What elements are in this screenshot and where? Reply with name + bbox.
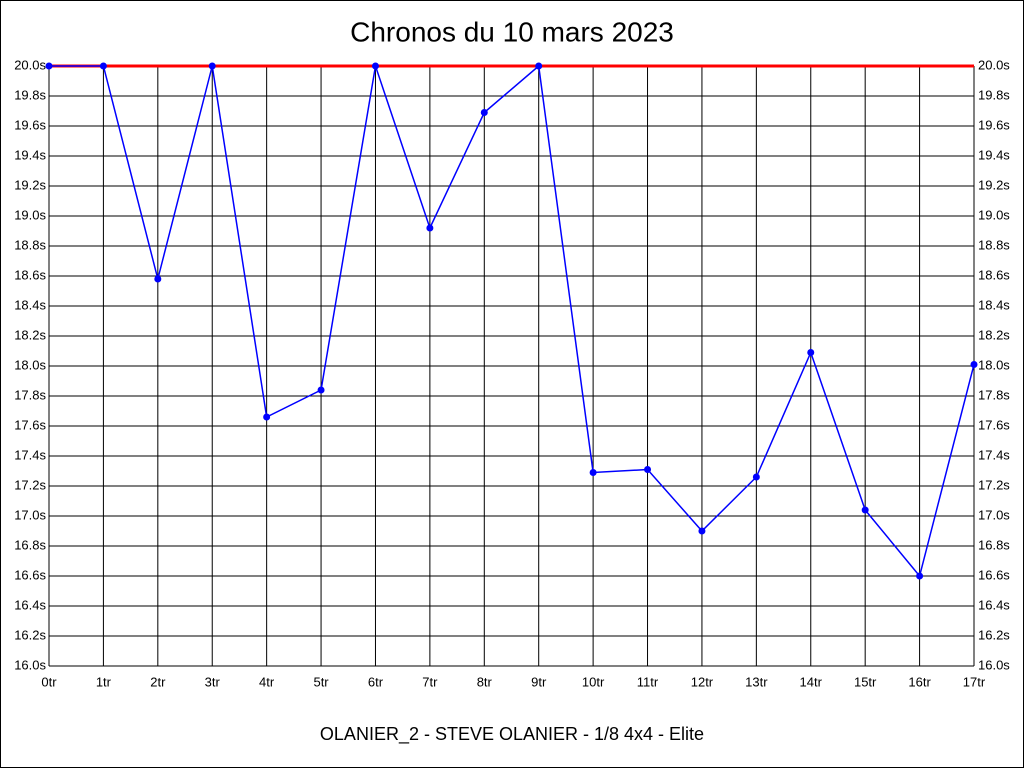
y-tick-label: 19.2s	[14, 177, 46, 192]
x-tick-label: 14tr	[800, 674, 823, 689]
data-point	[45, 62, 53, 70]
y-tick-label: 20.0s	[14, 57, 46, 72]
data-point	[861, 506, 869, 514]
x-tick-label: 7tr	[422, 674, 438, 689]
data-point	[317, 386, 325, 394]
y2-tick-label: 18.2s	[978, 327, 1010, 342]
y-tick-label: 19.4s	[14, 147, 46, 162]
y-tick-label: 16.8s	[14, 537, 46, 552]
y-tick-label: 16.6s	[14, 567, 46, 582]
x-tick-label: 9tr	[531, 674, 547, 689]
y2-tick-label: 18.0s	[978, 357, 1010, 372]
data-point	[970, 361, 978, 368]
y-tick-label: 17.4s	[14, 447, 46, 462]
x-tick-label: 12tr	[691, 674, 714, 689]
data-point	[99, 62, 107, 70]
data-point	[535, 62, 543, 70]
x-tick-label: 15tr	[854, 674, 877, 689]
data-point	[480, 109, 488, 116]
x-tick-label: 5tr	[313, 674, 329, 689]
data-point	[426, 224, 434, 232]
x-tick-label: 8tr	[477, 674, 493, 689]
data-point	[154, 275, 162, 283]
y2-tick-label: 18.8s	[978, 237, 1010, 252]
data-point	[807, 349, 815, 356]
y-tick-label: 16.2s	[14, 627, 46, 642]
y2-tick-label: 19.0s	[978, 207, 1010, 222]
y-tick-label: 16.4s	[14, 597, 46, 612]
data-line	[49, 64, 975, 578]
data-point	[644, 466, 652, 473]
y-tick-label: 19.8s	[14, 87, 46, 102]
y2-tick-label: 16.6s	[978, 567, 1010, 582]
y2-tick-label: 17.4s	[978, 447, 1010, 462]
chart-title: Chronos du 10 mars 2023	[350, 16, 674, 47]
y-tick-label: 17.8s	[14, 387, 46, 402]
data-point	[208, 62, 216, 70]
x-tick-label: 6tr	[368, 674, 384, 689]
data-point	[589, 469, 597, 476]
data-point	[752, 473, 760, 481]
y2-tick-label: 17.6s	[978, 417, 1010, 432]
y2-tick-label: 19.6s	[978, 117, 1010, 132]
y-tick-label: 18.6s	[14, 267, 46, 282]
x-tick-label: 2tr	[150, 674, 166, 689]
y-tick-label: 17.2s	[14, 477, 46, 492]
x-tick-label: 0tr	[41, 674, 57, 689]
y2-tick-label: 16.4s	[978, 597, 1010, 612]
data-point	[698, 527, 706, 535]
y2-tick-label: 19.8s	[978, 87, 1010, 102]
x-tick-label: 11tr	[637, 674, 659, 689]
y2-tick-label: 18.4s	[978, 297, 1010, 312]
data-point	[916, 572, 924, 580]
y-tick-label: 17.0s	[14, 507, 46, 522]
y2-tick-label: 16.8s	[978, 537, 1010, 552]
y2-tick-label: 16.2s	[978, 627, 1010, 642]
y-tick-label: 18.4s	[14, 297, 46, 312]
x-tick-label: 13tr	[745, 674, 768, 689]
y2-tick-label: 16.0s	[978, 657, 1010, 672]
y2-tick-label: 17.8s	[978, 387, 1010, 402]
y2-tick-label: 17.2s	[978, 477, 1010, 492]
y2-tick-label: 18.6s	[978, 267, 1010, 282]
x-tick-label: 10tr	[582, 674, 605, 689]
y-tick-label: 18.2s	[14, 327, 46, 342]
x-tick-label: 16tr	[908, 674, 931, 689]
data-point	[371, 62, 379, 70]
y-tick-label: 18.8s	[14, 237, 46, 252]
y-tick-label: 17.6s	[14, 417, 46, 432]
chart-subtitle: OLANIER_2 - STEVE OLANIER - 1/8 4x4 - El…	[320, 724, 704, 745]
y2-tick-label: 19.4s	[978, 147, 1010, 162]
x-tick-label: 4tr	[259, 674, 275, 689]
y2-tick-label: 17.0s	[978, 507, 1010, 522]
x-tick-label: 3tr	[205, 674, 221, 689]
y-tick-label: 16.0s	[14, 657, 46, 672]
y-tick-label: 19.6s	[14, 117, 46, 132]
y2-tick-label: 19.2s	[978, 177, 1010, 192]
x-tick-label: 1tr	[96, 674, 112, 689]
y-tick-label: 18.0s	[14, 357, 46, 372]
y-tick-label: 19.0s	[14, 207, 46, 222]
y2-tick-label: 20.0s	[978, 57, 1010, 72]
data-point	[263, 413, 271, 421]
x-tick-label: 17tr	[963, 674, 986, 689]
